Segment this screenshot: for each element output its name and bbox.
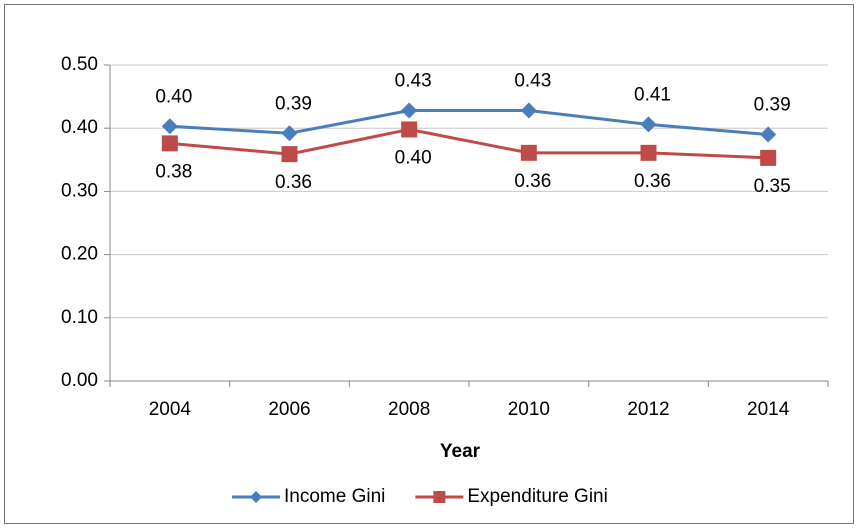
- marker: [640, 116, 657, 133]
- marker: [161, 118, 178, 135]
- marker: [401, 121, 418, 138]
- data-label: 0.39: [275, 93, 312, 114]
- data-label: 0.36: [634, 171, 671, 192]
- data-label: 0.38: [155, 161, 192, 182]
- y-tick-label: 0.10: [61, 307, 98, 328]
- legend-marker: [433, 491, 446, 503]
- x-tick-label: 2004: [149, 399, 192, 420]
- data-label: 0.43: [395, 71, 432, 92]
- y-tick-label: 0.20: [61, 244, 98, 265]
- y-tick-label: 0.50: [61, 54, 98, 75]
- legend-label: Income Gini: [284, 486, 385, 507]
- x-tick-label: 2012: [627, 399, 669, 420]
- x-tick-label: 2014: [747, 399, 790, 420]
- marker: [520, 144, 537, 161]
- marker: [401, 102, 418, 119]
- x-tick-label: 2008: [388, 399, 430, 420]
- legend-marker: [250, 491, 262, 503]
- y-tick-label: 0.00: [61, 370, 98, 391]
- marker: [760, 149, 777, 166]
- x-axis-label: Year: [440, 441, 481, 462]
- data-label: 0.40: [155, 86, 192, 107]
- marker: [640, 144, 657, 161]
- data-label: 0.36: [514, 171, 551, 192]
- data-label: 0.39: [754, 95, 791, 116]
- marker: [281, 146, 298, 163]
- marker: [760, 126, 777, 143]
- data-label: 0.40: [395, 147, 432, 168]
- chart-frame: [4, 4, 854, 524]
- data-label: 0.35: [754, 176, 791, 197]
- y-tick-label: 0.40: [61, 117, 98, 138]
- x-tick-label: 2010: [508, 399, 550, 420]
- marker: [520, 102, 537, 119]
- series-line: [169, 109, 769, 137]
- data-label: 0.36: [275, 172, 312, 193]
- y-tick-label: 0.30: [61, 180, 98, 201]
- legend-label: Expenditure Gini: [467, 486, 607, 507]
- series-line: [169, 127, 769, 160]
- data-label: 0.41: [634, 84, 671, 105]
- marker: [281, 125, 298, 142]
- data-label: 0.43: [514, 71, 551, 92]
- x-tick-label: 2006: [268, 399, 310, 420]
- marker: [161, 135, 178, 152]
